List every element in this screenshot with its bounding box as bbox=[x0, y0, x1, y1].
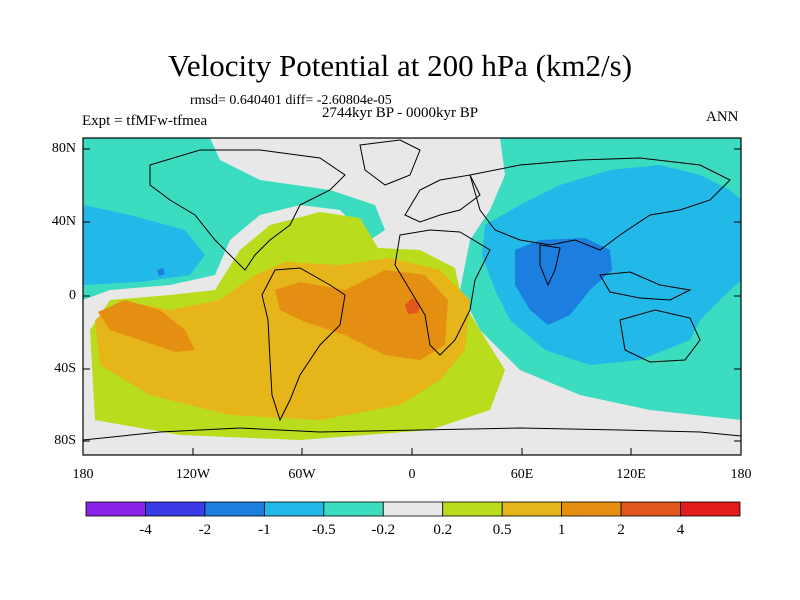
field-negative-weak-north-pacific bbox=[83, 205, 205, 285]
colorbar-label-3: -0.5 bbox=[311, 522, 336, 538]
colorbar-label-7: 1 bbox=[557, 522, 566, 538]
colorbar-swatch-0 bbox=[85, 501, 146, 517]
experiment-label: Expt = tfMFw-tfmea bbox=[82, 113, 208, 129]
stats-text: rmsd= 0.640401 diff= -2.60804e-05 bbox=[190, 93, 392, 108]
contour-fields bbox=[83, 138, 741, 455]
axis-ticks bbox=[82, 148, 742, 455]
lon-label-120e: 120E bbox=[616, 467, 646, 482]
field-positive-strong bbox=[275, 270, 448, 360]
lon-label-60e: 60E bbox=[510, 467, 534, 482]
colorbar-swatch-10 bbox=[680, 501, 741, 517]
lon-label-180w: 180 bbox=[72, 467, 94, 482]
colorbar-swatch-2 bbox=[204, 501, 265, 517]
colorbar-swatch-3 bbox=[263, 501, 325, 517]
colorbar-swatch-4 bbox=[323, 501, 384, 517]
colorbar-swatch-8 bbox=[561, 501, 622, 517]
lat-label-80s: 80S bbox=[54, 433, 76, 448]
lon-label-180e: 180 bbox=[730, 467, 752, 482]
colorbar-label-4: -0.2 bbox=[371, 522, 396, 538]
colorbar-swatch-7 bbox=[501, 501, 563, 517]
period-text: 2744kyr BP - 0000kyr BP bbox=[322, 105, 479, 121]
coastlines bbox=[83, 139, 741, 441]
lon-label-0: 0 bbox=[408, 467, 416, 482]
lat-label-0: 0 bbox=[69, 288, 76, 303]
colorbar-label-8: 2 bbox=[617, 522, 625, 538]
lat-label-40n: 40N bbox=[51, 214, 76, 229]
colorbar-label-9: 4 bbox=[676, 522, 685, 538]
colorbar-label-0: -4 bbox=[139, 522, 152, 538]
colorbar-swatch-9 bbox=[620, 501, 681, 517]
lon-label-120w: 120W bbox=[175, 467, 211, 482]
lat-label-40s: 40S bbox=[54, 361, 76, 376]
season-label: ANN bbox=[706, 109, 739, 125]
colorbar bbox=[85, 501, 741, 517]
colorbar-label-2: -1 bbox=[258, 522, 271, 538]
lon-label-60w: 60W bbox=[288, 467, 316, 482]
colorbar-label-1: -2 bbox=[198, 522, 212, 538]
colorbar-swatch-1 bbox=[145, 501, 206, 517]
field-negative-mid bbox=[515, 238, 612, 325]
map-title: Velocity Potential at 200 hPa (km2/s) bbox=[167, 48, 633, 83]
colorbar-label-6: 0.5 bbox=[492, 522, 512, 538]
colorbar-swatch-6 bbox=[442, 501, 503, 517]
colorbar-label-5: 0.2 bbox=[433, 522, 453, 538]
colorbar-swatch-5 bbox=[382, 501, 444, 517]
lat-label-80n: 80N bbox=[51, 141, 76, 156]
field-positive-max bbox=[405, 298, 420, 314]
field-positive-strong-south-pacific bbox=[98, 300, 195, 352]
field-negative-mid-blob bbox=[157, 268, 165, 276]
